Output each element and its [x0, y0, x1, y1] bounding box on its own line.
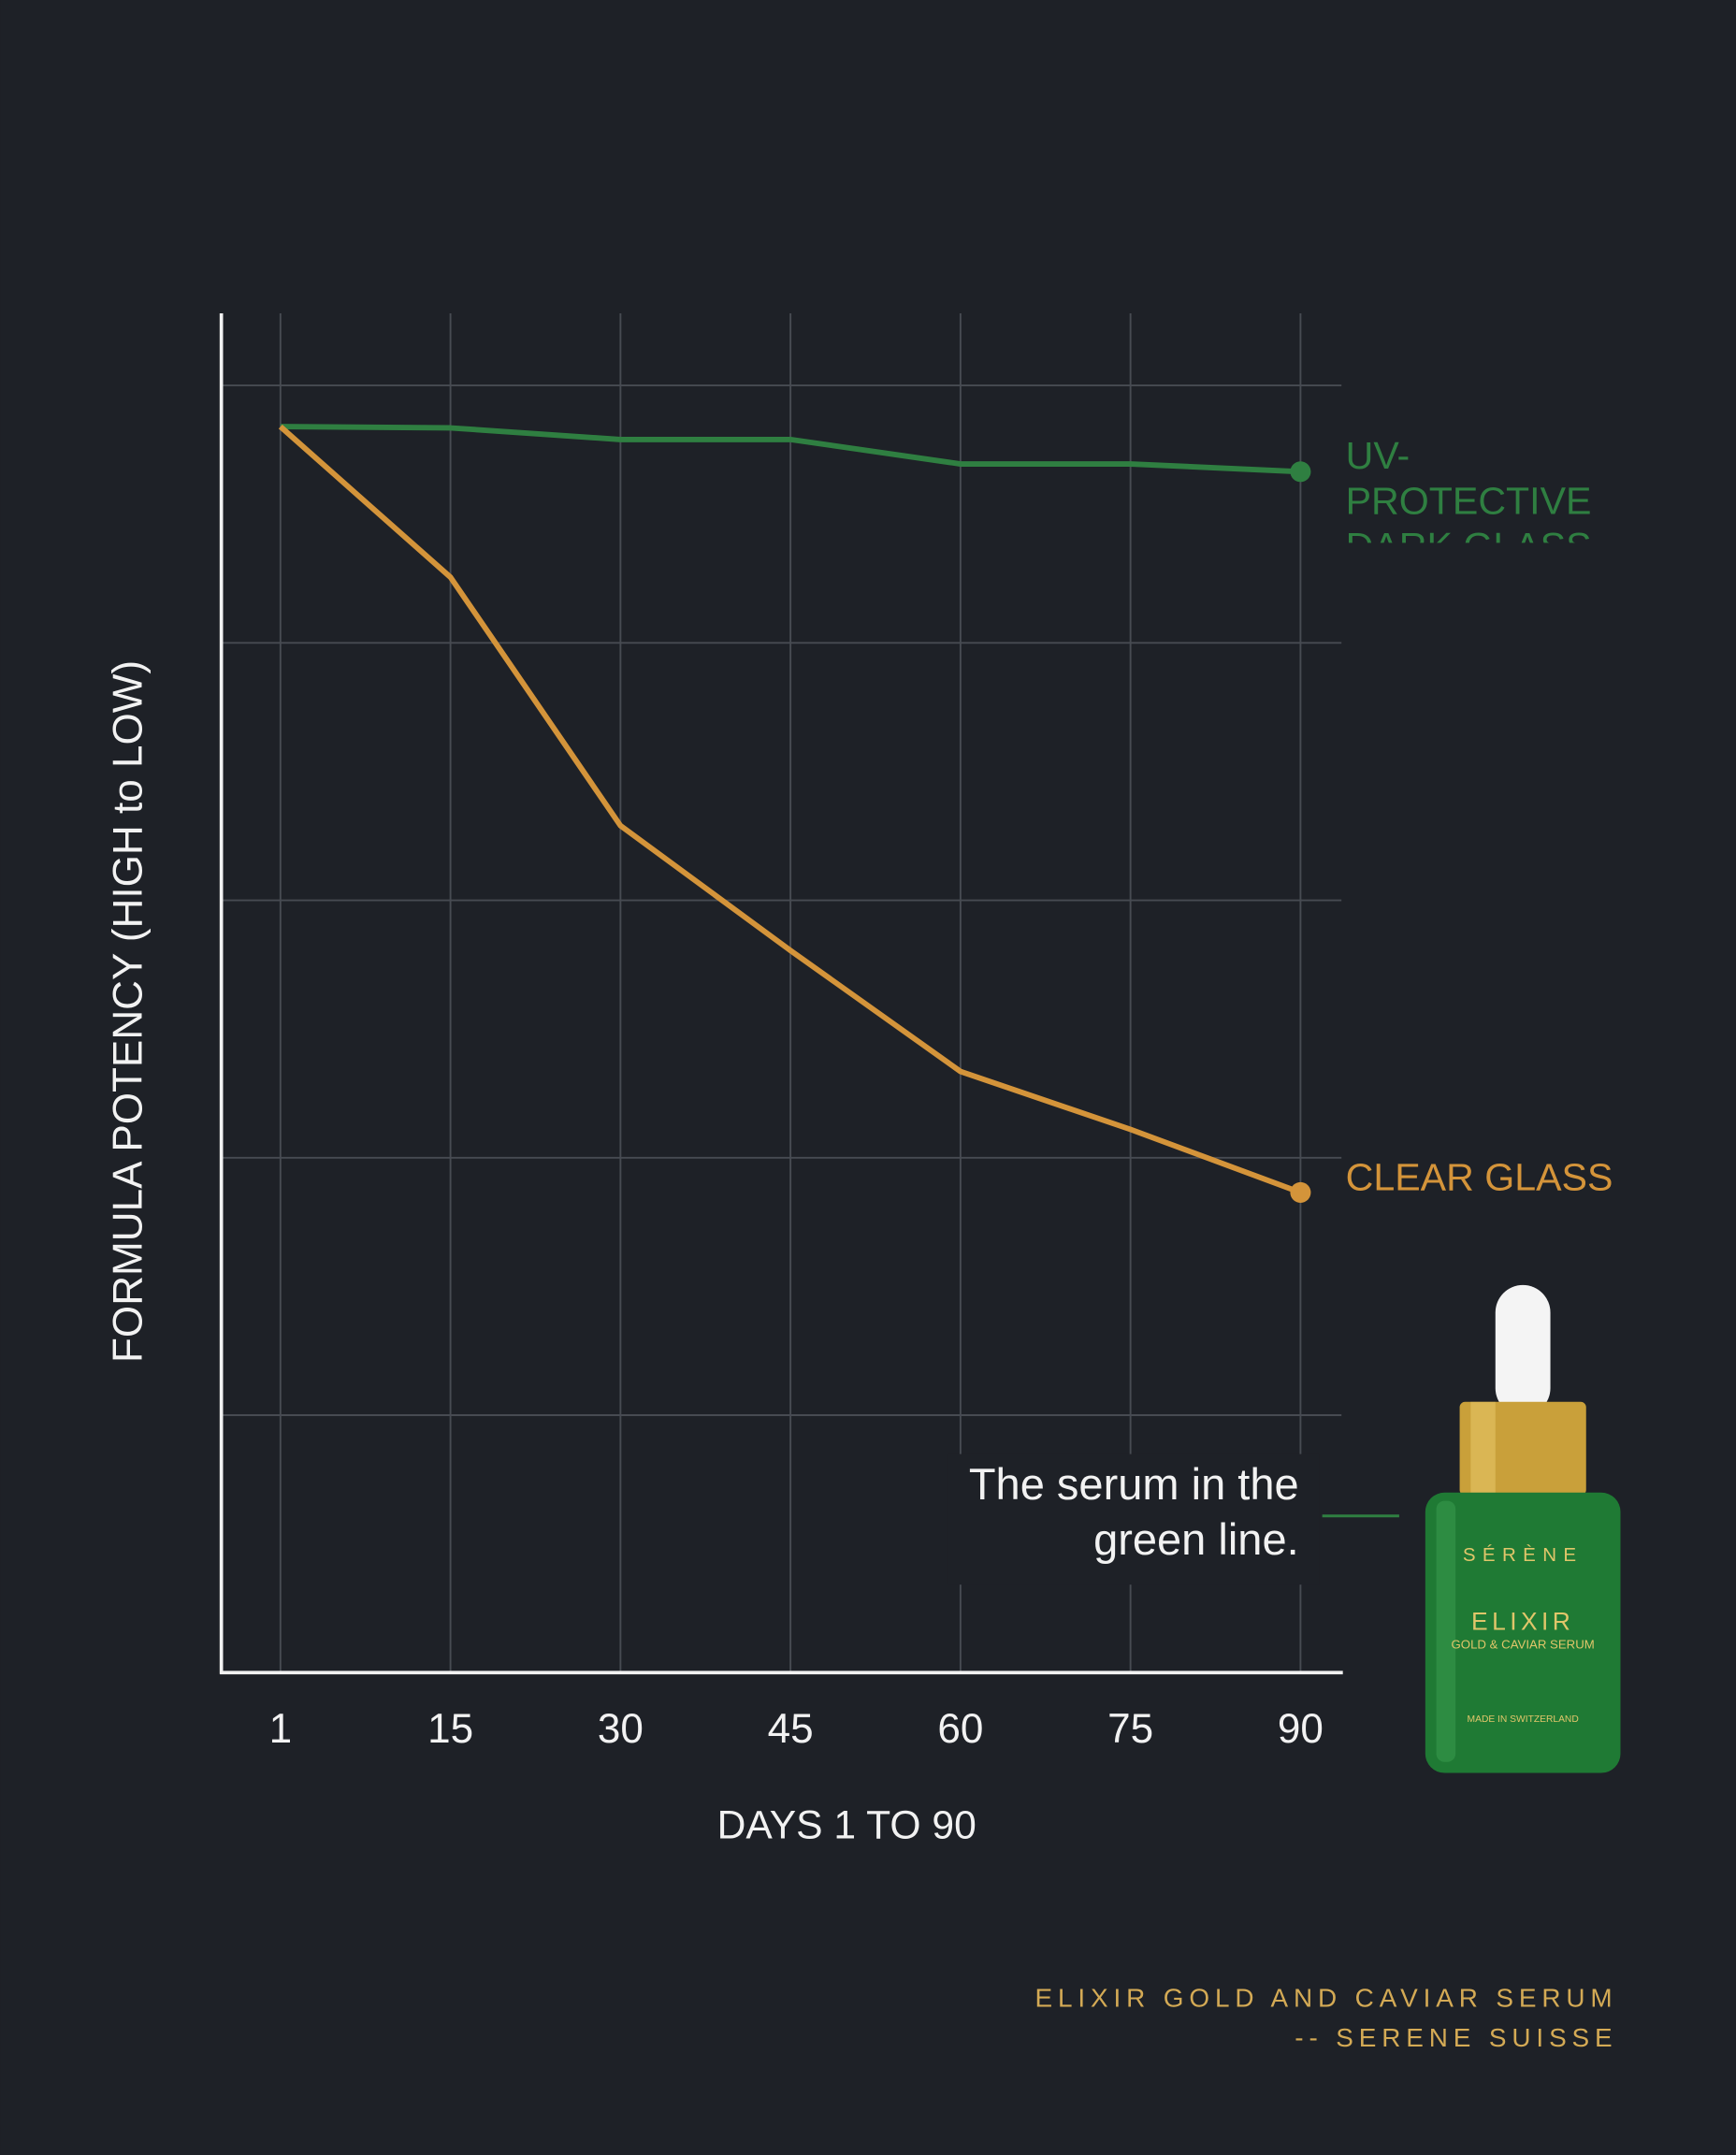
product-brand: SÉRÈNE — [1463, 1544, 1584, 1566]
collar-highlight — [1470, 1401, 1496, 1496]
product-name: ELIXIR — [1471, 1607, 1574, 1635]
x-tick-label: 30 — [598, 1706, 644, 1752]
footer-line: ELIXIR GOLD AND CAVIAR SERUM — [1034, 1983, 1617, 2012]
product-bottle: SÉRÈNE ELIXIR GOLD & CAVIAR SERUM MADE I… — [1425, 1284, 1621, 1773]
series-line — [280, 424, 1301, 475]
lines — [278, 424, 1311, 1203]
product-subtitle: GOLD & CAVIAR SERUM — [1452, 1637, 1595, 1651]
dropper-bulb — [1495, 1284, 1551, 1416]
series-label: UV-PROTECTIVE DARK GLASS — [1345, 434, 1592, 543]
x-tick-label: 1 — [269, 1706, 293, 1752]
bottle-body — [1425, 1492, 1621, 1773]
annotation: The serum in the green line. — [968, 1459, 1299, 1565]
end-point — [1290, 1181, 1311, 1203]
series-label-box: UV-PROTECTIVE DARK GLASS — [1345, 434, 1592, 543]
series-label-box: CLEAR GLASS — [1345, 1155, 1613, 1198]
annotation-backdrop — [948, 1454, 1320, 1585]
x-tick-label: 60 — [937, 1706, 983, 1752]
x-tick-label: 75 — [1107, 1706, 1153, 1752]
end-point — [1290, 461, 1311, 483]
y-axis-title: FORMULA POTENCY (HIGH to LOW) — [105, 660, 151, 1363]
x-axis-title: DAYS 1 TO 90 — [717, 1803, 976, 1848]
body-highlight — [1436, 1500, 1456, 1762]
annotation-box: The serum in the green line. — [968, 1459, 1299, 1565]
product-origin: MADE IN SWITZERLAND — [1468, 1714, 1579, 1725]
series-label: CLEAR GLASS — [1345, 1155, 1613, 1198]
x-tick-label: 45 — [768, 1706, 814, 1752]
x-tick-label: 15 — [427, 1706, 473, 1752]
x-tick-label: 90 — [1278, 1706, 1324, 1752]
footer-line: -- SERENE SUISSE — [1295, 2023, 1617, 2052]
grid — [221, 313, 1342, 1673]
series-line — [278, 424, 1302, 1195]
